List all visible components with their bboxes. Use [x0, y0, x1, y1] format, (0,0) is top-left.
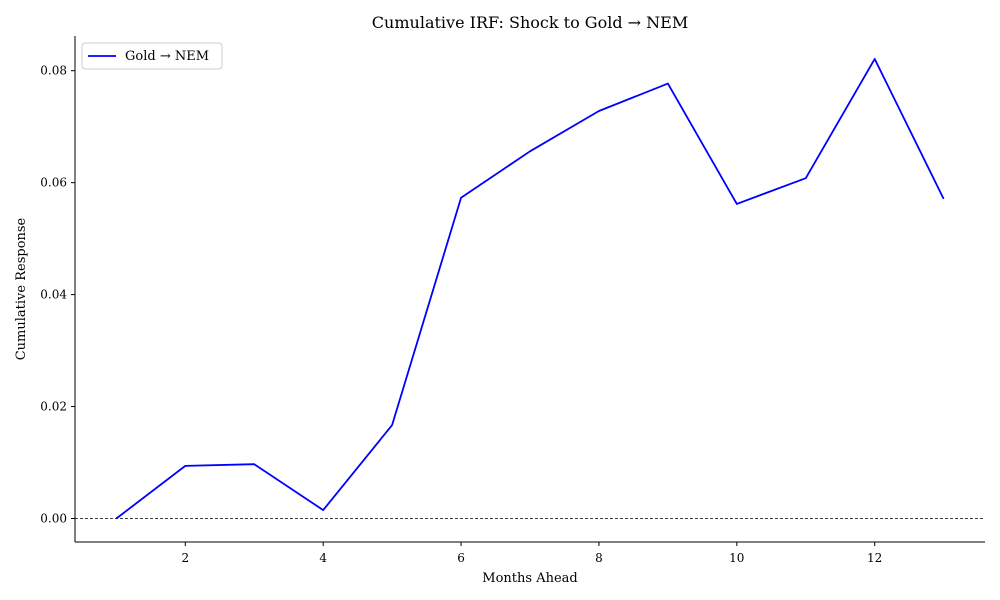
data-point: [667, 83, 669, 85]
data-point: [805, 177, 807, 179]
data-point: [529, 150, 531, 152]
legend-frame: [81, 42, 223, 70]
data-point: [943, 198, 945, 200]
x-tick-label: 12: [867, 551, 882, 565]
y-tick-label: 0.00: [40, 511, 67, 525]
x-tick-label: 2: [181, 551, 189, 565]
y-ticks: 0.00 0.02 0.04 0.06 0.08: [40, 64, 75, 525]
series-layer: [115, 58, 945, 520]
data-point: [598, 110, 600, 112]
x-ticks: 2 4 6 8 10 12: [181, 542, 882, 565]
x-tick-label: 6: [457, 551, 465, 565]
data-point: [460, 197, 462, 199]
y-tick-label: 0.06: [40, 176, 67, 190]
x-tick-label: 8: [595, 551, 603, 565]
chart-title: Cumulative IRF: Shock to Gold → NEM: [372, 13, 688, 32]
y-axis-label: Cumulative Response: [14, 217, 29, 360]
data-point: [322, 509, 324, 511]
data-point: [736, 203, 738, 205]
y-tick-label: 0.08: [40, 64, 67, 78]
legend: Gold → NEM: [81, 42, 223, 70]
y-tick-label: 0.04: [40, 288, 67, 302]
data-point: [115, 517, 117, 519]
x-axis-label: Months Ahead: [482, 571, 577, 586]
x-tick-label: 4: [319, 551, 327, 565]
data-point: [874, 58, 876, 60]
data-point: [184, 465, 186, 467]
data-point: [253, 463, 255, 465]
data-point: [391, 424, 393, 426]
legend-label: Gold → NEM: [125, 49, 209, 64]
y-tick-label: 0.02: [40, 400, 67, 414]
x-tick-label: 10: [729, 551, 744, 565]
series-line: [115, 58, 945, 520]
